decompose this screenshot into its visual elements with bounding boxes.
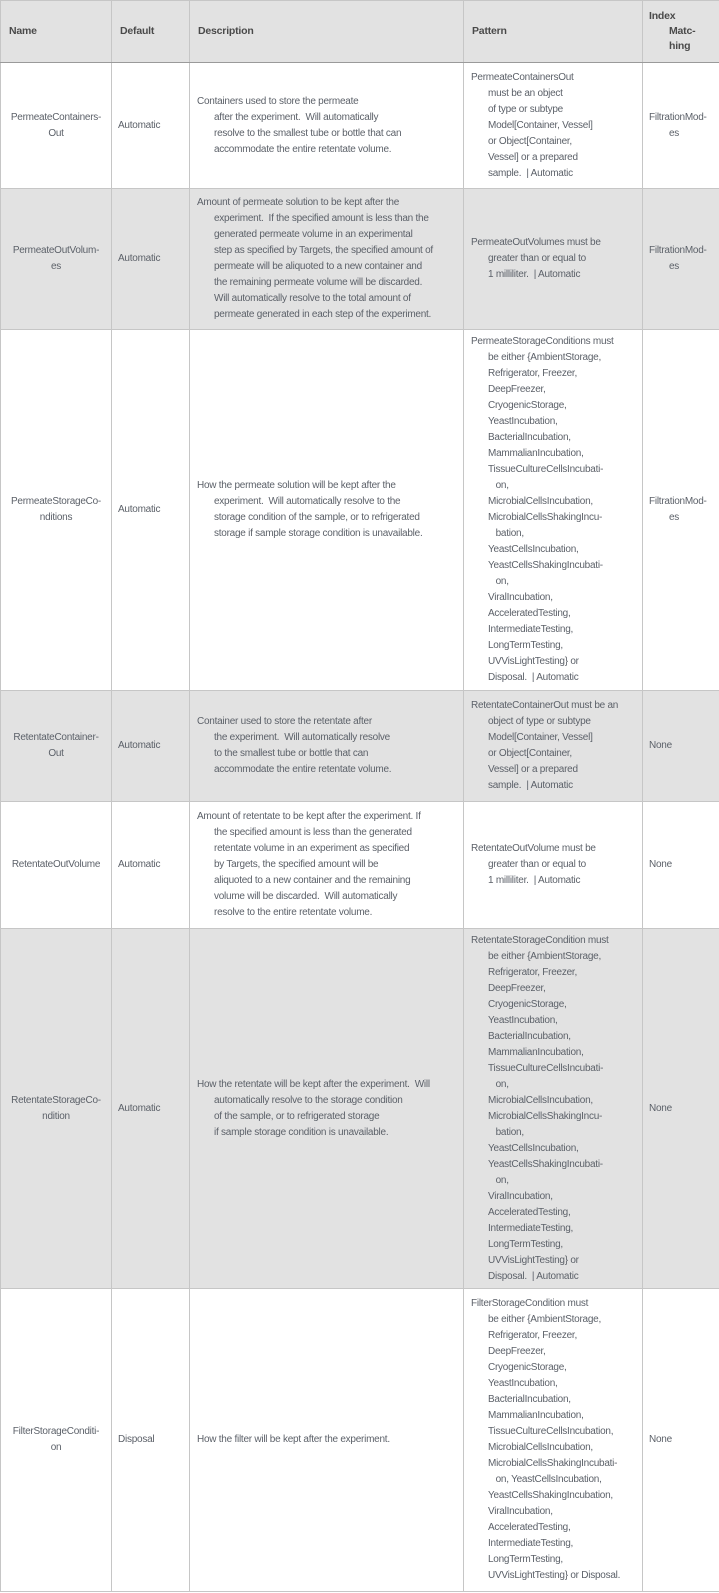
cell-description: How the filter will be kept after the ex… — [189, 1288, 464, 1592]
cell-default-value: Automatic — [111, 62, 190, 189]
cell-pattern: PermeateContainersOut must be an object … — [463, 62, 643, 189]
cell-pattern: RetentateContainerOut must be an object … — [463, 690, 643, 802]
cell-default-value: Automatic — [111, 188, 190, 330]
cell-index-matching: FiltrationMod- es — [642, 329, 719, 691]
cell-index-matching: None — [642, 690, 719, 802]
table-row: PermeateContainers- Out Automatic Contai… — [0, 62, 719, 189]
cell-description: How the retentate will be kept after the… — [189, 928, 464, 1289]
cell-option-name: PermeateContainers- Out — [0, 62, 112, 189]
table-row: RetentateStorageCo- ndition Automatic Ho… — [0, 928, 719, 1289]
table-row: FilterStorageConditi- on Disposal How th… — [0, 1288, 719, 1592]
cell-default-value: Automatic — [111, 928, 190, 1289]
cell-index-matching: None — [642, 801, 719, 929]
cell-option-name: RetentateStorageCo- ndition — [0, 928, 112, 1289]
column-header-pattern: Pattern — [463, 0, 643, 63]
cell-option-name: PermeateStorageCo- nditions — [0, 329, 112, 691]
cell-option-name: PermeateOutVolum- es — [0, 188, 112, 330]
cell-option-name: FilterStorageConditi- on — [0, 1288, 112, 1592]
column-header-default: Default — [111, 0, 190, 63]
cell-description: Containers used to store the permeate af… — [189, 62, 464, 189]
cell-pattern: FilterStorageCondition must be either {A… — [463, 1288, 643, 1592]
cell-default-value: Disposal — [111, 1288, 190, 1592]
column-header-name: Name — [0, 0, 112, 63]
cell-index-matching: None — [642, 1288, 719, 1592]
cell-index-matching: FiltrationMod- es — [642, 188, 719, 330]
cell-index-matching: None — [642, 928, 719, 1289]
cell-default-value: Automatic — [111, 690, 190, 802]
cell-description: Amount of retentate to be kept after the… — [189, 801, 464, 929]
column-header-index-matching: Index Matc- hing — [642, 0, 719, 63]
cell-index-matching: FiltrationMod- es — [642, 62, 719, 189]
table-row: PermeateOutVolum- es Automatic Amount of… — [0, 188, 719, 330]
cell-option-name: RetentateOutVolume — [0, 801, 112, 929]
cell-description: Amount of permeate solution to be kept a… — [189, 188, 464, 330]
cell-default-value: Automatic — [111, 329, 190, 691]
cell-pattern: PermeateStorageConditions must be either… — [463, 329, 643, 691]
table-row: PermeateStorageCo- nditions Automatic Ho… — [0, 329, 719, 691]
column-header-description: Description — [189, 0, 464, 63]
cell-default-value: Automatic — [111, 801, 190, 929]
table-row: RetentateContainer- Out Automatic Contai… — [0, 690, 719, 802]
cell-pattern: RetentateOutVolume must be greater than … — [463, 801, 643, 929]
cell-option-name: RetentateContainer- Out — [0, 690, 112, 802]
cell-pattern: RetentateStorageCondition must be either… — [463, 928, 643, 1289]
cell-pattern: PermeateOutVolumes must be greater than … — [463, 188, 643, 330]
table-row: RetentateOutVolume Automatic Amount of r… — [0, 801, 719, 929]
cell-description: Container used to store the retentate af… — [189, 690, 464, 802]
cell-description: How the permeate solution will be kept a… — [189, 329, 464, 691]
header-row: Name Default Description Pattern Index M… — [0, 0, 719, 63]
